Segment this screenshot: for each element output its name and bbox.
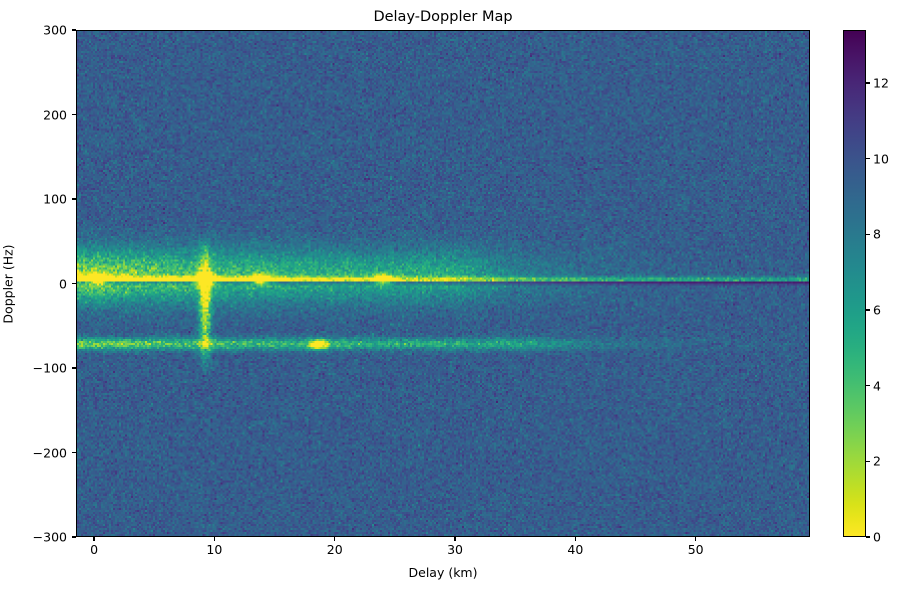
colorbar-tick-label: 12 — [873, 75, 889, 91]
colorbar-tick-label: 6 — [873, 302, 881, 318]
y-tick-mark — [72, 29, 76, 31]
x-axis-label: Delay (km) — [408, 565, 478, 580]
colorbar-tick-label: 4 — [873, 378, 881, 394]
x-tick-mark — [213, 537, 215, 541]
y-tick-label: 200 — [43, 107, 67, 122]
page-title: Delay-Doppler Map — [373, 9, 513, 25]
x-tick-label: 50 — [687, 542, 704, 557]
x-tick-label: 20 — [326, 542, 343, 557]
y-tick-mark — [72, 198, 76, 200]
colorbar-gradient — [844, 31, 865, 536]
x-tick-mark — [695, 537, 697, 541]
y-tick-mark — [72, 282, 76, 285]
colorbar-tick-mark — [866, 536, 870, 538]
colorbar-tick-mark — [866, 233, 870, 235]
delay-doppler-heatmap — [77, 31, 809, 536]
colorbar-tick-label: 0 — [873, 529, 881, 545]
x-tick-mark — [93, 537, 95, 541]
colorbar-tick-label: 2 — [873, 453, 881, 469]
y-tick-label: 0 — [59, 276, 67, 291]
x-tick-mark — [574, 537, 576, 541]
y-tick-mark — [72, 536, 76, 538]
y-tick-mark — [72, 113, 76, 116]
colorbar-tick-label: 10 — [873, 151, 889, 167]
heatmap-axes — [76, 30, 810, 537]
colorbar — [843, 30, 866, 537]
colorbar-tick-mark — [866, 460, 870, 462]
x-tick-label: 30 — [447, 542, 463, 557]
colorbar-tick-mark — [866, 158, 870, 160]
colorbar-tick-mark — [866, 82, 870, 84]
y-tick-mark — [72, 451, 76, 454]
colorbar-tick-mark — [866, 385, 870, 387]
y-axis-label: Doppler (Hz) — [0, 243, 16, 324]
x-tick-label: 40 — [567, 542, 584, 557]
colorbar-tick-mark — [866, 309, 870, 311]
x-tick-label: 10 — [206, 542, 223, 557]
y-tick-label: −200 — [32, 445, 67, 460]
colorbar-tick-label: 8 — [873, 226, 881, 242]
y-tick-mark — [72, 367, 76, 369]
y-tick-label: 100 — [43, 191, 67, 207]
x-tick-mark — [454, 537, 456, 541]
y-tick-label: 300 — [43, 22, 67, 38]
x-tick-label: 0 — [90, 542, 99, 557]
x-tick-mark — [334, 537, 336, 541]
y-tick-label: −100 — [32, 360, 67, 376]
y-tick-label: −300 — [32, 529, 67, 545]
